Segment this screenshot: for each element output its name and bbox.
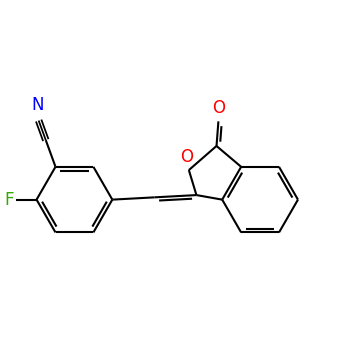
Text: O: O xyxy=(181,148,194,166)
Text: N: N xyxy=(32,96,44,114)
Text: F: F xyxy=(4,191,14,209)
Text: O: O xyxy=(212,99,225,117)
